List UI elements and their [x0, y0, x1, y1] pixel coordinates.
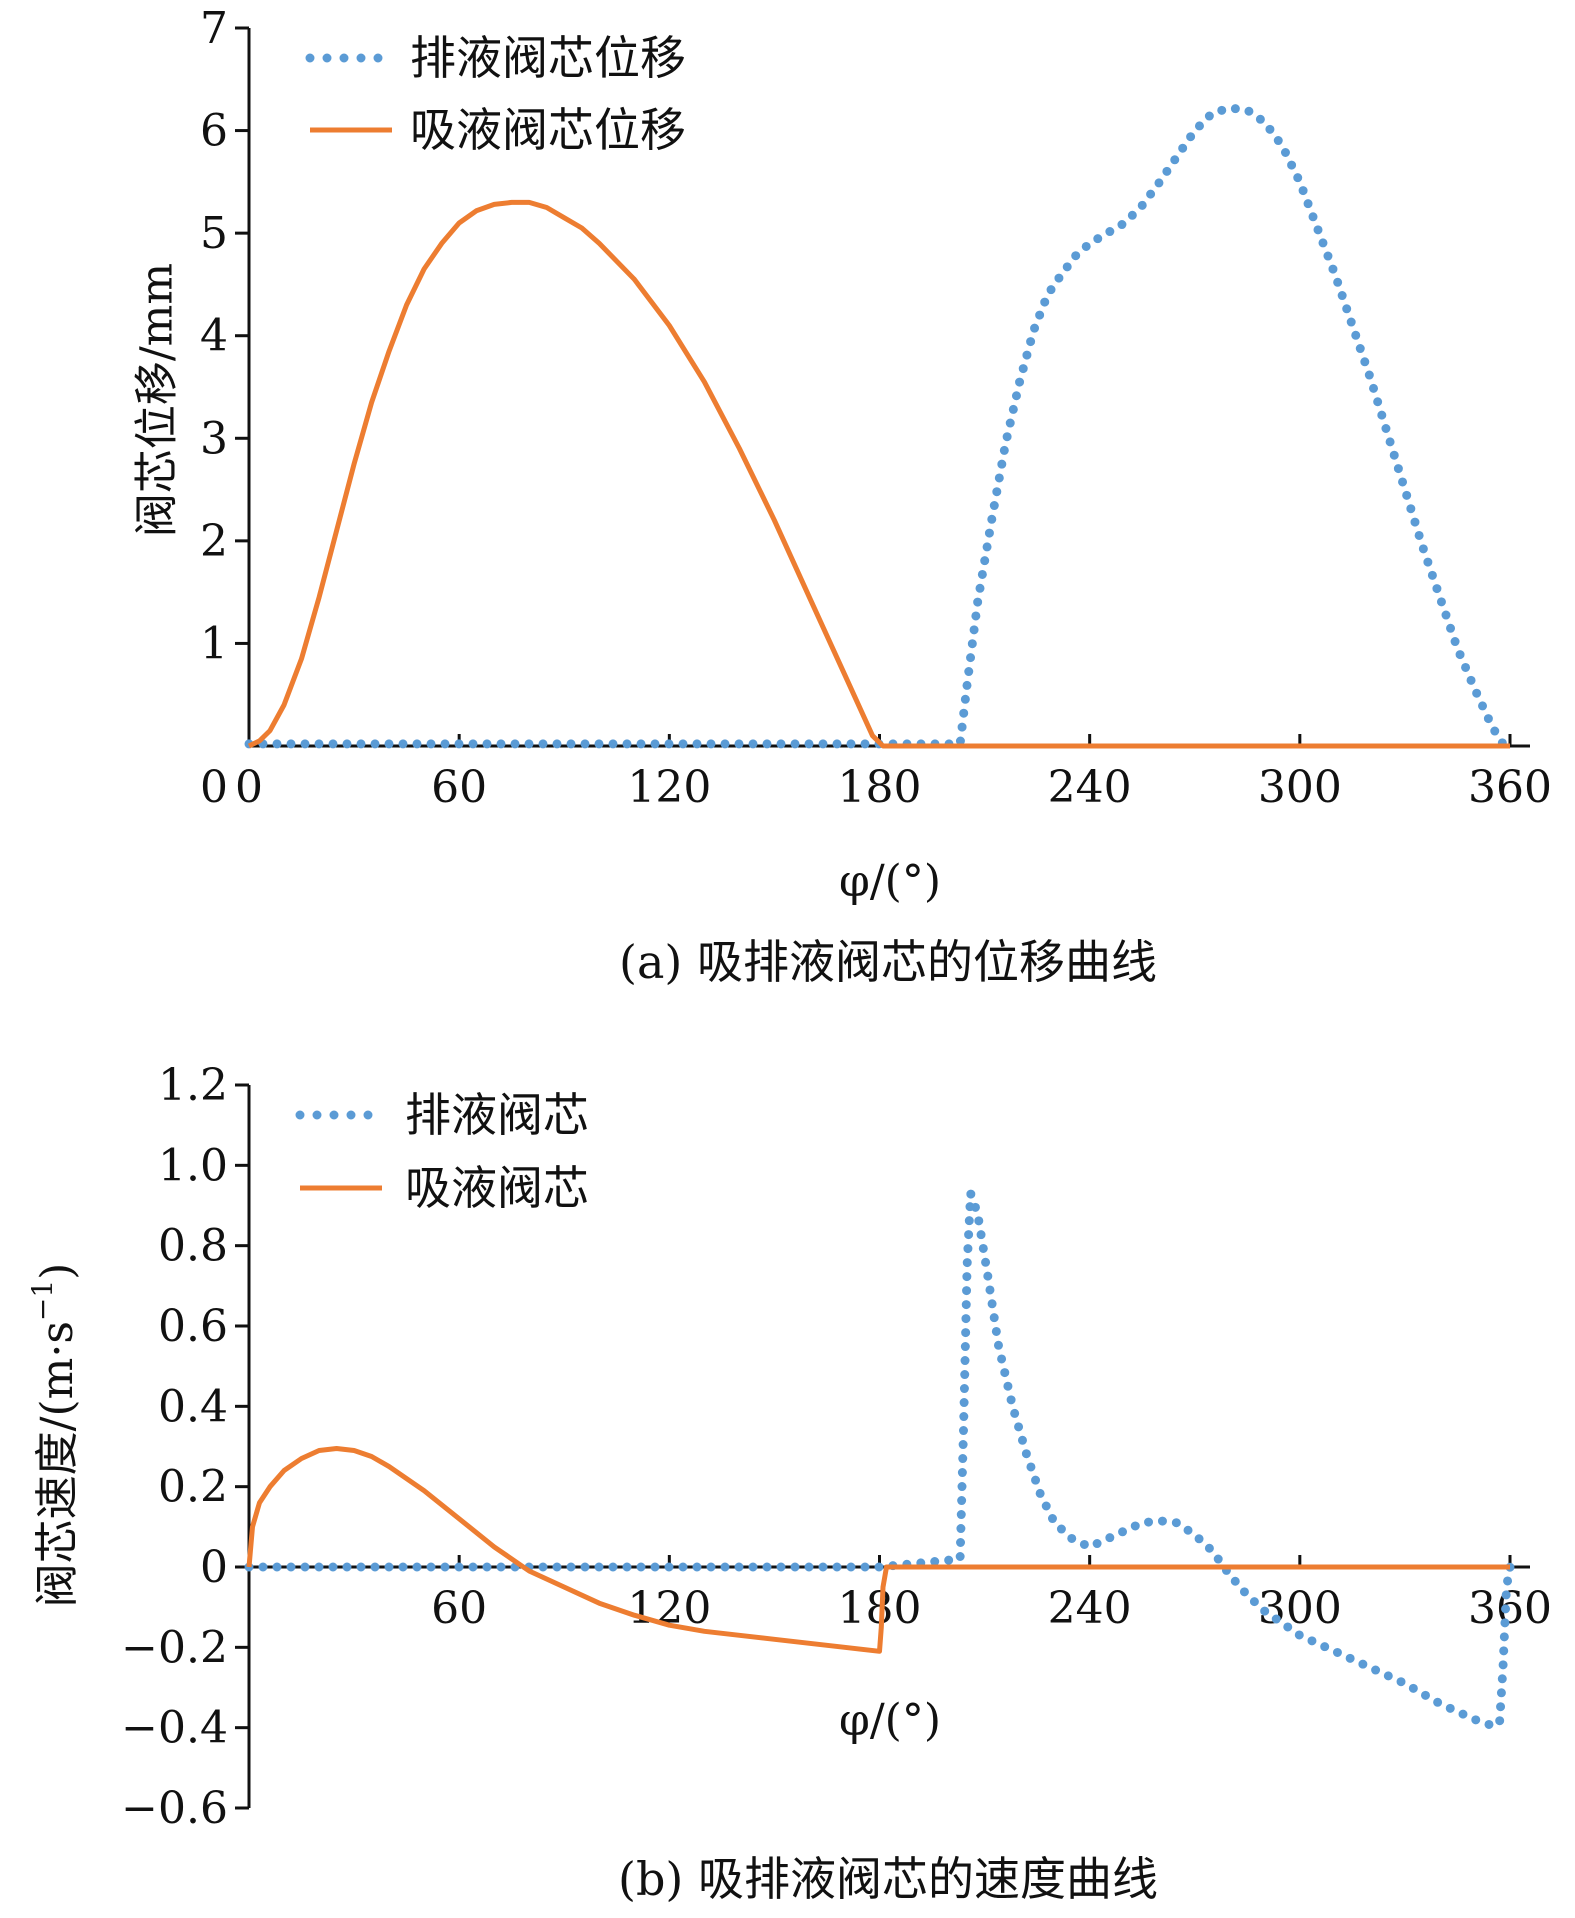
chart-a-y-axis-title: 阀芯位移/mm	[132, 263, 183, 537]
chart-a-y-tick-label: 4	[200, 311, 228, 362]
chart-a-x-axis-title: φ/(°)	[839, 856, 941, 907]
chart-b-y-tick-label: 0.6	[158, 1301, 228, 1352]
chart-b-x-tick-label: 240	[1048, 1583, 1132, 1634]
chart-b-y-tick-label: −0.6	[121, 1783, 228, 1834]
chart-b-series-suction-line	[246, 1446, 1510, 1654]
chart-a-legend-label-suction: 吸液阀芯位移	[410, 103, 686, 157]
chart-b-x-tick-label: 300	[1258, 1583, 1342, 1634]
chart-a-x-tick-label: 60	[431, 762, 487, 813]
chart-a-legend-label-discharge: 排液阀芯位移	[410, 31, 686, 85]
chart-b-y-tick-label: 1.0	[158, 1140, 228, 1191]
chart-a-x-tick-label: 360	[1468, 762, 1552, 813]
chart-a-series-discharge-line	[244, 103, 1508, 749]
chart-a-legend: 排液阀芯位移 吸液阀芯位移	[305, 31, 686, 157]
chart-b-series-discharge-line	[244, 1191, 1515, 1731]
chart-b-legend-label-suction: 吸液阀芯	[405, 1161, 589, 1215]
chart-b-y-tick-label: 0.2	[158, 1462, 228, 1513]
chart-b-x-tick-label: 60	[431, 1583, 487, 1634]
chart-a-x-tick-label: 120	[627, 762, 711, 813]
chart-a-y-tick-label: 3	[200, 413, 228, 464]
chart-b-y-axis-title: 阀芯速度/(m·s−1)	[26, 1263, 83, 1608]
chart-a-y-tick-label: 2	[200, 516, 228, 567]
chart-a-displacement: 0 60 120 180 240 300 360 1 2 3 4 5 6 7 0 阀芯位移/mm φ/(°)…	[132, 3, 1552, 989]
chart-b-series	[244, 1191, 1515, 1731]
chart-b-y-tick-label: 1.2	[158, 1060, 228, 1111]
chart-b-y-axis-title-end: )	[32, 1263, 83, 1280]
chart-b-legend: 排液阀芯 吸液阀芯	[295, 1088, 589, 1215]
chart-a-y-tick-label: 1	[200, 618, 228, 669]
chart-b-ticks: 60 120 180 240 300 360−0.6−0.4−0.200.20.40.60…	[121, 1060, 1552, 1834]
chart-a-x-tick-label: 300	[1258, 762, 1342, 813]
chart-a-x-tick-label: 0	[235, 762, 263, 813]
chart-b-velocity: 60 120 180 240 300 360−0.6−0.4−0.200.20.40.60…	[26, 1060, 1552, 1906]
chart-a-series	[244, 103, 1510, 749]
chart-b-caption: (b) 吸排液阀芯的速度曲线	[618, 1852, 1158, 1906]
chart-b-y-tick-label: 0.4	[158, 1381, 228, 1432]
chart-b-y-tick-label: −0.4	[121, 1703, 228, 1754]
chart-a-origin-label: 0	[200, 762, 228, 813]
chart-b-x-axis-title: φ/(°)	[839, 1695, 941, 1746]
chart-a-caption: (a) 吸排液阀芯的位移曲线	[619, 935, 1157, 989]
chart-a-ticks: 0 60 120 180 240 300 360 1 2 3 4 5 6 7 0	[200, 3, 1552, 813]
chart-a-x-tick-label: 180	[838, 762, 922, 813]
chart-b-y-axis-title-main: 阀芯速度/(m·s	[32, 1321, 83, 1607]
chart-b-y-tick-label: 0.8	[158, 1221, 228, 1272]
chart-b-y-tick-label: −0.2	[121, 1622, 228, 1673]
chart-a-y-tick-label: 5	[200, 208, 228, 259]
chart-a-y-tick-label: 7	[200, 3, 228, 54]
chart-b-legend-label-discharge: 排液阀芯	[405, 1088, 589, 1142]
chart-a-y-tick-label: 6	[200, 106, 228, 157]
chart-b-y-axis-title-sup: −1	[26, 1280, 59, 1321]
chart-a-series-suction-line	[247, 199, 1510, 749]
chart-a-x-tick-label: 240	[1048, 762, 1132, 813]
chart-b-y-tick-label: 0	[200, 1542, 228, 1593]
